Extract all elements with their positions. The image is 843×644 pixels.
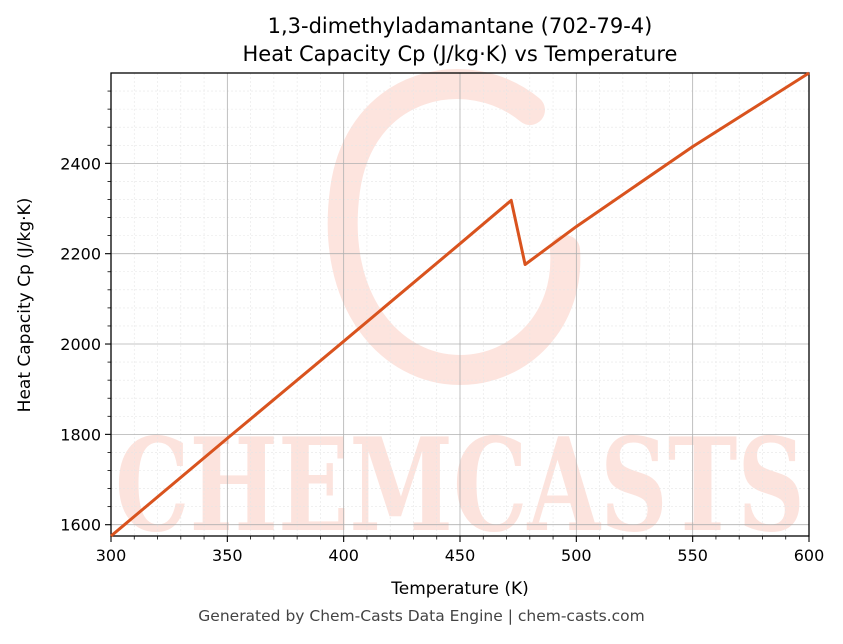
x-tick-label: 450 bbox=[445, 546, 476, 565]
x-axis-ticks: 300 350 400 450 500 550 600 bbox=[96, 536, 825, 565]
x-tick-label: 550 bbox=[677, 546, 708, 565]
y-axis-ticks: 1600 1800 2000 2200 2400 bbox=[60, 90, 111, 535]
x-tick-label: 500 bbox=[561, 546, 592, 565]
y-axis-label: Heat Capacity Cp (J/kg·K) bbox=[15, 198, 35, 413]
y-tick-label: 2400 bbox=[60, 154, 101, 173]
x-tick-label: 350 bbox=[212, 546, 243, 565]
x-tick-label: 400 bbox=[328, 546, 359, 565]
chart-subtitle: Heat Capacity Cp (J/kg·K) vs Temperature bbox=[243, 42, 678, 66]
y-tick-label: 2200 bbox=[60, 245, 101, 264]
y-tick-label: 1800 bbox=[60, 425, 101, 444]
y-tick-label: 2000 bbox=[60, 335, 101, 354]
chart-title: 1,3-dimethyladamantane (702-79-4) bbox=[268, 14, 653, 38]
x-axis-label: Temperature (K) bbox=[390, 579, 529, 599]
y-tick-label: 1600 bbox=[60, 516, 101, 535]
series-line-cp bbox=[110, 71, 810, 538]
footer-credit: Generated by Chem-Casts Data Engine | ch… bbox=[198, 607, 645, 625]
x-tick-label: 600 bbox=[794, 546, 825, 565]
x-tick-label: 300 bbox=[96, 546, 127, 565]
